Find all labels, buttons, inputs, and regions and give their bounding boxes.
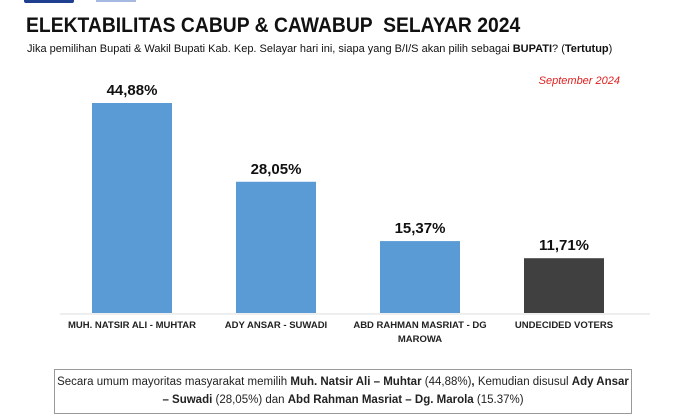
summary-note: Secara umum mayoritas masyarakat memilih… [54, 369, 632, 414]
bar [92, 103, 172, 313]
data-label: 11,71% [539, 237, 589, 254]
bar-chart: 44,88% 28,05% 15,37% 11,71% [60, 82, 650, 315]
data-label: 44,88% [107, 82, 158, 99]
data-label: 15,37% [395, 220, 446, 237]
logo [24, 0, 74, 3]
category-label: ABD RAHMAN MASRIAT - DG MAROWA [353, 320, 487, 345]
category-label: UNDECIDED VOTERS [514, 320, 614, 331]
logo-text [96, 0, 136, 2]
chart-title: ELEKTABILITAS CABUP & CAWABUP SELAYAR 20… [26, 14, 521, 37]
category-label: ADY ANSAR - SUWADI [224, 320, 328, 331]
bar [236, 181, 316, 313]
data-label: 28,05% [251, 161, 302, 178]
chart-subtitle: Jika pemilihan Bupati & Wakil Bupati Kab… [27, 43, 613, 55]
category-label: MUH. NATSIR ALI - MUHTAR [67, 320, 197, 331]
bar [380, 241, 460, 313]
bar [524, 258, 604, 313]
survey-date: September 2024 [538, 75, 620, 87]
